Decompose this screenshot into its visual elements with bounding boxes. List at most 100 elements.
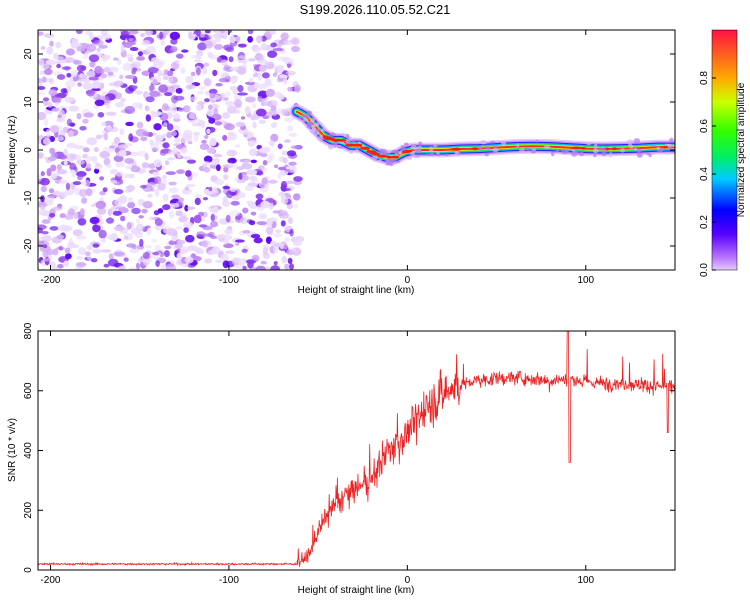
noise-speckle [45, 200, 54, 206]
noise-speckle [199, 143, 210, 151]
noise-speckle [168, 149, 175, 155]
track-speckle [660, 147, 665, 151]
track-speckle [307, 121, 312, 128]
noise-speckle [76, 46, 86, 52]
noise-speckle [118, 144, 128, 150]
noise-speckle [208, 186, 213, 192]
track-speckle [629, 144, 634, 149]
noise-speckle [224, 100, 235, 106]
noise-speckle [238, 172, 243, 180]
noise-speckle [124, 157, 134, 164]
noise-speckle [71, 169, 77, 178]
track-peak [390, 155, 400, 159]
noise-speckle [152, 171, 160, 176]
spectrogram-xtick-label: 100 [577, 275, 594, 286]
noise-speckle [56, 169, 68, 175]
noise-speckle [242, 265, 247, 270]
noise-speckle [56, 117, 65, 121]
noise-speckle [223, 64, 230, 71]
track-speckle [492, 148, 499, 153]
noise-speckle [190, 54, 201, 59]
noise-speckle [255, 193, 264, 200]
noise-speckle [81, 197, 88, 204]
track-speckle [454, 150, 459, 156]
track-peak [324, 137, 336, 141]
track-peak [404, 149, 413, 153]
noise-speckle [272, 233, 283, 238]
noise-speckle [265, 88, 275, 97]
noise-speckle [53, 95, 62, 104]
noise-speckle [226, 229, 233, 235]
noise-speckle [242, 207, 249, 214]
noise-speckle [60, 88, 68, 94]
noise-speckle [100, 30, 108, 36]
noise-speckle [213, 186, 218, 193]
noise-speckle [200, 120, 206, 129]
noise-speckle [151, 238, 158, 243]
noise-speckle [203, 134, 209, 140]
noise-speckle [208, 117, 216, 124]
noise-speckle [47, 101, 53, 108]
track-speckle [393, 150, 400, 155]
noise-speckle [141, 259, 152, 263]
noise-speckle [272, 246, 279, 254]
noise-speckle [138, 215, 144, 219]
noise-speckle [261, 177, 269, 185]
track-speckle [671, 144, 675, 148]
noise-speckle [74, 154, 82, 161]
colorbar-tick-label: 0.8 [699, 71, 710, 85]
noise-speckle [243, 163, 252, 170]
noise-speckle [98, 229, 107, 239]
noise-speckle [91, 203, 96, 208]
noise-speckle [235, 36, 241, 42]
noise-speckle [64, 57, 75, 63]
noise-speckle [94, 168, 100, 174]
noise-speckle [170, 61, 180, 70]
noise-speckle [115, 161, 125, 168]
noise-speckle [77, 247, 87, 256]
track-speckle [484, 152, 489, 157]
noise-speckle [38, 176, 42, 182]
noise-speckle [193, 214, 202, 224]
noise-speckle [39, 199, 46, 206]
noise-speckle [235, 121, 246, 127]
snr-xtick-label: 100 [577, 575, 594, 586]
noise-speckle [72, 229, 83, 237]
colorbar-tick-label: 0.2 [699, 215, 710, 229]
noise-speckle [96, 35, 106, 39]
noise-speckle [170, 106, 178, 114]
noise-speckle [57, 56, 64, 62]
noise-speckle [229, 187, 237, 192]
noise-speckle [280, 220, 286, 227]
noise-speckle [283, 76, 288, 85]
noise-speckle [149, 84, 155, 92]
noise-speckle [239, 216, 248, 225]
track-peak [605, 147, 610, 151]
noise-speckle [38, 236, 48, 242]
noise-speckle [237, 258, 248, 265]
noise-speckle [171, 95, 179, 104]
noise-speckle [167, 123, 174, 131]
noise-speckle [47, 156, 57, 162]
track-peak [386, 155, 392, 159]
noise-speckle [251, 254, 260, 261]
noise-speckle [43, 68, 53, 76]
noise-speckle [49, 77, 54, 85]
noise-speckle [197, 42, 207, 51]
noise-speckle [48, 89, 58, 96]
noise-speckle [173, 137, 181, 144]
noise-speckle [113, 225, 125, 232]
noise-speckle [203, 155, 213, 163]
noise-speckle [114, 198, 124, 207]
track-speckle [400, 145, 405, 149]
noise-speckle [258, 119, 266, 124]
noise-speckle [255, 265, 267, 270]
noise-speckle [261, 167, 268, 173]
noise-speckle [54, 94, 62, 98]
noise-speckle [223, 174, 229, 180]
noise-speckle [244, 81, 256, 86]
noise-speckle [152, 251, 160, 256]
snr-xlabel: Height of straight line (km) [298, 585, 415, 596]
noise-speckle [75, 256, 84, 260]
noise-speckle [92, 243, 100, 248]
